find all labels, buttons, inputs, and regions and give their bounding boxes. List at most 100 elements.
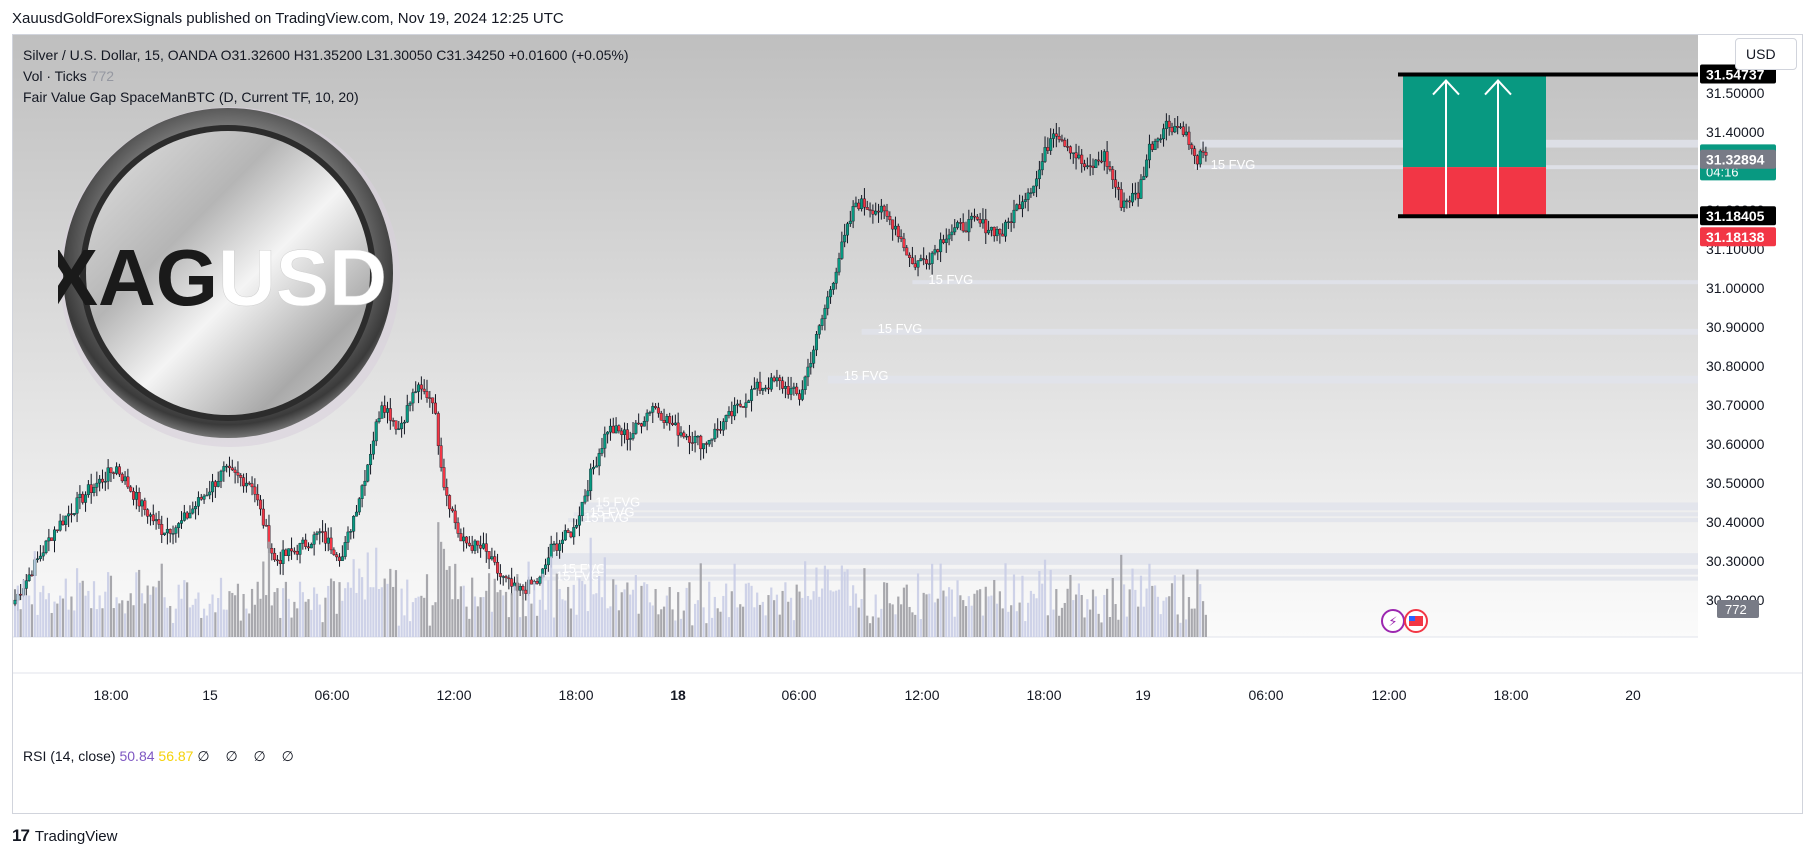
candle-body	[196, 497, 200, 507]
candle-body	[560, 539, 564, 544]
volume-bar	[1108, 616, 1112, 637]
volume-bar	[502, 595, 505, 637]
volume-bar	[78, 582, 82, 637]
volume-bar	[386, 583, 389, 637]
volume-bar	[691, 625, 694, 637]
volume-bar	[473, 596, 477, 637]
volume-bar	[1026, 602, 1030, 637]
y-tick-label: 30.40000	[1706, 514, 1765, 530]
candle-body	[1080, 154, 1084, 164]
volume-bar	[976, 590, 979, 637]
candle-body	[126, 476, 130, 488]
volume-bar	[1151, 585, 1154, 637]
volume-bar	[835, 590, 838, 637]
volume-bar	[1142, 606, 1145, 637]
rsi-legend[interactable]: RSI (14, close) 50.84 56.87 ∅ ∅ ∅ ∅	[23, 748, 300, 765]
candle-body	[1032, 185, 1036, 193]
volume-bar	[671, 609, 674, 637]
us-flag-icon-canton	[1409, 616, 1415, 621]
candle-body	[848, 220, 852, 224]
xagusd-logo: XAG USD	[58, 107, 400, 447]
volume-bar	[270, 605, 273, 637]
volume-bar	[1043, 559, 1047, 637]
volume-bar	[623, 589, 626, 637]
volume-bar	[75, 568, 79, 637]
legend-indicator-row[interactable]: Fair Value Gap SpaceManBTC (D, Current T…	[23, 87, 629, 108]
volume-bar	[327, 585, 330, 637]
volume-bar	[234, 595, 237, 637]
price-tag-stop: 31.18405	[1706, 208, 1765, 224]
volume-bar	[575, 614, 578, 637]
candle-body	[47, 537, 51, 542]
volume-bar	[555, 573, 558, 637]
candle-body	[891, 219, 895, 230]
volume-bar	[166, 607, 169, 637]
candle-body	[137, 492, 141, 507]
volume-bar	[874, 594, 877, 637]
volume-bar	[541, 573, 544, 637]
volume-bar	[900, 604, 903, 637]
y-tick-label: 30.70000	[1706, 397, 1765, 413]
candle-body	[865, 207, 869, 210]
candle-body	[295, 550, 299, 555]
candle-body	[778, 377, 782, 381]
tradingview-brand[interactable]: TradingView	[34, 827, 118, 845]
volume-bar	[487, 573, 491, 637]
candle-body	[676, 422, 680, 436]
candle-body	[871, 210, 875, 215]
volume-bar	[397, 625, 400, 637]
volume-bar	[1176, 614, 1179, 637]
candle-body	[1020, 201, 1024, 210]
candle-body	[648, 412, 652, 414]
volume-bar	[682, 610, 685, 637]
candle-body	[693, 436, 697, 444]
volume-bar	[727, 617, 731, 637]
candle-body	[383, 405, 387, 413]
candle-body	[120, 473, 124, 482]
candle-body	[140, 500, 144, 507]
candle-body	[727, 411, 731, 416]
legend-volume-row[interactable]: Vol · Ticks 772	[23, 66, 629, 87]
fvg-label-7: 15 FVG	[584, 510, 629, 525]
volume-bar	[437, 522, 440, 637]
volume-bar	[1063, 602, 1066, 637]
candle-body	[315, 532, 319, 535]
candle-body	[656, 407, 660, 414]
chart-panel[interactable]: 15 FVG 15 FVG 15 FVG 15 FVG 15 FVG 15 FVG 15 F…	[12, 34, 1803, 814]
volume-bar	[431, 605, 434, 637]
volume-bar	[637, 613, 640, 637]
volume-bar	[840, 565, 843, 637]
candle-body	[989, 226, 993, 231]
candle-body	[724, 415, 728, 422]
candle-body	[1018, 204, 1022, 210]
symbol-name[interactable]: Silver / U.S. Dollar, 15, OANDA	[23, 47, 217, 63]
volume-bar	[1069, 574, 1072, 637]
volume-bar	[668, 587, 671, 637]
volume-bar	[583, 584, 587, 637]
candle-body	[1066, 146, 1070, 148]
volume-bar	[183, 580, 186, 637]
legend-symbol-row[interactable]: Silver / U.S. Dollar, 15, OANDA O31.3260…	[23, 45, 629, 66]
volume-bar	[581, 580, 584, 637]
candle-body	[1108, 166, 1112, 170]
volume-bar	[143, 603, 146, 637]
volume-bar	[1156, 596, 1160, 637]
candle-body	[809, 363, 813, 368]
candle-body	[1128, 200, 1132, 203]
candle-body	[182, 512, 186, 521]
candle-body	[69, 513, 73, 515]
candle-body	[419, 384, 423, 390]
volume-bar	[775, 594, 779, 637]
volume-bar	[722, 595, 725, 637]
candle-body	[696, 435, 700, 438]
candle-body	[179, 520, 183, 524]
candle-body	[716, 428, 720, 431]
candle-body	[1119, 189, 1123, 208]
candle-body	[628, 438, 632, 440]
volume-bar	[366, 552, 369, 637]
volume-bar	[465, 606, 468, 637]
candle-body	[586, 490, 590, 497]
candle-body	[1159, 138, 1163, 141]
currency-button[interactable]: USD	[1735, 38, 1797, 70]
